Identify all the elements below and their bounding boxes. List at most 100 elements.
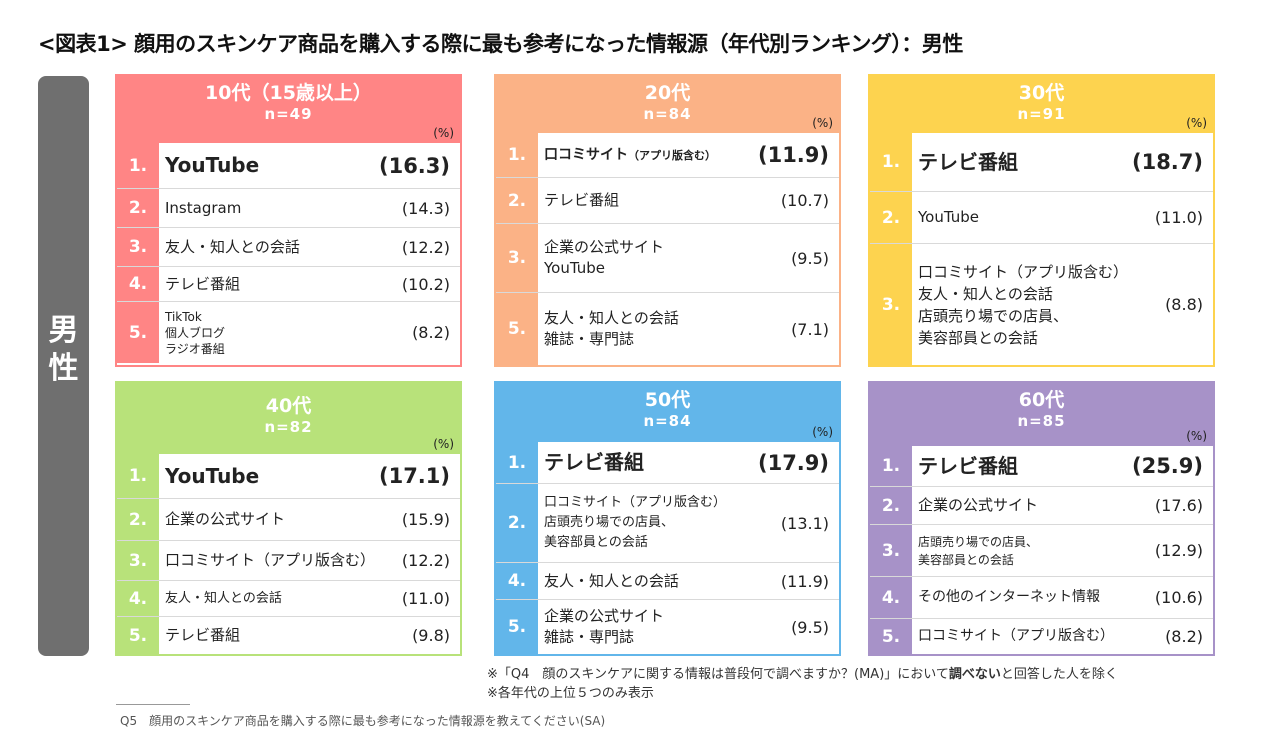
rank-number: 2. (117, 499, 159, 540)
source-label: テレビ番組 (165, 274, 241, 293)
rank-number: 4. (117, 267, 159, 301)
ranking-row: 3. 口コミサイト（アプリ版含む） 友人・知人との会話 店頭売り場での店員、 美… (870, 243, 1213, 365)
ranking-row: 1. テレビ番組 (17.9) (496, 442, 839, 483)
sample-size: n=91 (1017, 105, 1066, 123)
ranking-row: 5. TikTok 個人ブログ ラジオ番組 (8.2) (117, 301, 460, 363)
panel-header: 50代 n=84 (%) (496, 383, 839, 442)
gender-sidebar: 男 性 (38, 76, 89, 656)
percent-value: (11.9) (780, 571, 829, 591)
rank-number: 1. (496, 133, 538, 177)
source-label: 口コミサイト（アプリ版含む） 店頭売り場での店員、 美容部員との会話 (544, 495, 727, 550)
sample-size: n=84 (643, 412, 692, 430)
source-label: 友人・知人との会話 (544, 571, 679, 590)
percent-value: (8.2) (1165, 627, 1203, 646)
percent-value: (13.1) (780, 513, 829, 533)
percent-value: (11.0) (401, 589, 450, 608)
source-label: 友人・知人との会話 (165, 590, 282, 606)
percent-value: (9.5) (791, 248, 829, 268)
panel-10s: 10代（15歳以上） n=49 (%) 1. YouTube (16.3) 2.… (115, 74, 462, 367)
source-label: テレビ番組 (918, 149, 1018, 174)
source-label: 友人・知人との会話 (165, 237, 300, 256)
footnote-emphasis: 調べない (948, 667, 1001, 682)
panel-header: 40代 n=82 (%) (117, 383, 460, 454)
source-label: YouTube (165, 153, 260, 177)
rank-number: 1. (496, 442, 538, 483)
sample-size: n=85 (1017, 412, 1066, 430)
source-label: YouTube (918, 208, 979, 226)
rank-number: 2. (496, 484, 538, 562)
rank-number: 5. (117, 302, 159, 363)
percent-value: (14.3) (401, 198, 450, 218)
ranking-list: 1. YouTube (16.3) 2. Instagram (14.3) 3.… (117, 143, 460, 363)
ranking-row: 4. その他のインターネット情報 (10.6) (870, 576, 1213, 618)
rank-number: 5. (496, 600, 538, 654)
source-label: YouTube (165, 463, 260, 488)
panel-header: 20代 n=84 (%) (496, 76, 839, 133)
ranking-row: 4. 友人・知人との会話 (11.0) (117, 580, 460, 616)
percent-value: (12.9) (1154, 541, 1203, 560)
percent-value: (7.1) (791, 319, 829, 339)
source-label: 口コミサイト（アプリ版含む） (538, 145, 755, 166)
percent-value: (17.9) (757, 450, 829, 475)
source-label: 企業の公式サイト (918, 496, 1039, 514)
ranking-row: 5. テレビ番組 (9.8) (117, 616, 460, 654)
rank-number: 3. (870, 244, 912, 365)
footnote-text: ※「Q4 顔のスキンケアに関する情報は普段何で調べますか？(MA)」において (487, 667, 949, 682)
rank-number: 3. (117, 541, 159, 580)
rank-number: 1. (870, 133, 912, 191)
percent-value: (18.7) (1131, 150, 1203, 174)
source-label: 店頭売り場での店員、 美容部員との会話 (918, 534, 1039, 567)
sample-size: n=84 (643, 105, 692, 123)
ranking-row: 5. 口コミサイト（アプリ版含む） (8.2) (870, 618, 1213, 654)
panel-40s: 40代 n=82 (%) 1. YouTube (17.1) 2. 企業の公式サ… (115, 381, 462, 656)
page-title: <図表1> 顔用のスキンケア商品を購入する際に最も参考になった情報源（年代別ラン… (38, 32, 963, 56)
percent-value: (9.5) (791, 617, 829, 637)
percent-value: (11.9) (757, 143, 829, 167)
source-label: テレビ番組 (918, 453, 1018, 478)
ranking-row: 1. 口コミサイト（アプリ版含む） (11.9) (496, 133, 839, 177)
age-label: 10代（15歳以上） (205, 82, 372, 104)
rank-number: 3. (117, 228, 159, 266)
rank-number: 4. (870, 577, 912, 618)
percent-value: (12.2) (401, 237, 450, 257)
panel-30s: 30代 n=91 (%) 1. テレビ番組 (18.7) 2. YouTube … (868, 74, 1215, 367)
percent-unit: (%) (1186, 116, 1207, 130)
percent-value: (8.8) (1165, 295, 1203, 314)
ranking-row: 3. 口コミサイト（アプリ版含む） (12.2) (117, 540, 460, 580)
ranking-row: 1. テレビ番組 (25.9) (870, 446, 1213, 486)
source-label: 友人・知人との会話 雑誌・専門誌 (544, 309, 679, 348)
source-label: Instagram (165, 198, 242, 217)
gender-label: 男 性 (48, 313, 79, 386)
source-label: TikTok 個人ブログ ラジオ番組 (165, 309, 226, 356)
source-label: 企業の公式サイト (165, 510, 286, 528)
percent-unit: (%) (1186, 429, 1207, 443)
ranking-row: 4. 友人・知人との会話 (11.9) (496, 562, 839, 599)
percent-value: (10.2) (401, 274, 450, 294)
sample-size: n=82 (264, 418, 313, 436)
source-label-note: （アプリ版含む） (628, 148, 716, 162)
percent-value: (25.9) (1131, 454, 1203, 478)
ranking-row: 3. 友人・知人との会話 (12.2) (117, 227, 460, 266)
panel-header: 10代（15歳以上） n=49 (%) (117, 76, 460, 143)
ranking-row: 1. テレビ番組 (18.7) (870, 133, 1213, 191)
rank-number: 3. (870, 525, 912, 576)
ranking-row: 3. 企業の公式サイト YouTube (9.5) (496, 223, 839, 292)
ranking-row: 1. YouTube (17.1) (117, 454, 460, 498)
survey-question: Q5 顔用のスキンケア商品を購入する際に最も参考になった情報源を教えてください(… (120, 714, 606, 728)
rank-number: 2. (870, 192, 912, 243)
age-label: 50代 (644, 389, 691, 411)
ranking-list: 1. テレビ番組 (25.9) 2. 企業の公式サイト (17.6) 3. 店頭… (870, 446, 1213, 654)
ranking-row: 2. 企業の公式サイト (17.6) (870, 486, 1213, 524)
ranking-row: 2. Instagram (14.3) (117, 188, 460, 227)
sample-size: n=49 (264, 105, 313, 123)
rank-number: 2. (496, 178, 538, 223)
source-label: テレビ番組 (165, 626, 241, 644)
ranking-row: 1. YouTube (16.3) (117, 143, 460, 188)
age-label: 30代 (1018, 82, 1065, 104)
source-label: 企業の公式サイト 雑誌・専門誌 (544, 607, 665, 646)
ranking-row: 5. 企業の公式サイト 雑誌・専門誌 (9.5) (496, 599, 839, 654)
percent-value: (10.7) (780, 191, 829, 210)
source-label: テレビ番組 (544, 450, 644, 474)
source-label: 口コミサイト（アプリ版含む） 友人・知人との会話 店頭売り場での店員、 美容部員… (918, 262, 1129, 347)
rank-number: 2. (870, 487, 912, 524)
